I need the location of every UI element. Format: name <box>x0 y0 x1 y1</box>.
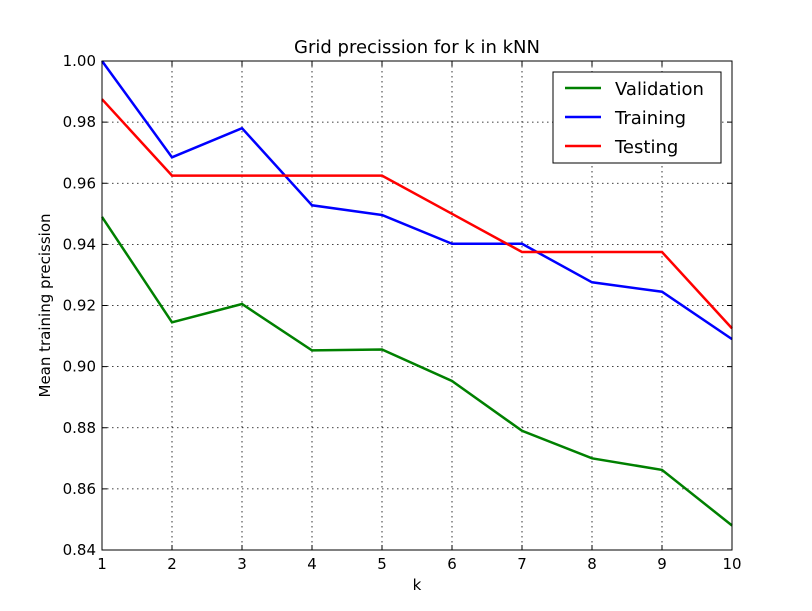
x-axis-label: k <box>413 576 422 594</box>
x-tick-label: 5 <box>377 555 387 573</box>
legend-label-testing: Testing <box>614 137 678 158</box>
series-line-validation <box>100 216 733 527</box>
tick-labels: 1 2 3 4 5 6 7 8 9 10 0.84 0.86 0.88 0.90 0.92 0.94 0.96 0… <box>63 52 742 573</box>
y-tick-label: 0.94 <box>63 235 96 253</box>
axis-ticks <box>101 60 733 551</box>
y-tick-label: 0.88 <box>63 419 96 437</box>
x-tick-label: 10 <box>722 555 741 573</box>
x-tick-label: 3 <box>237 555 247 573</box>
y-tick-label: 0.90 <box>63 358 96 376</box>
x-tick-label: 1 <box>97 555 107 573</box>
legend-label-training: Training <box>614 108 686 129</box>
y-tick-label: 0.98 <box>63 113 96 131</box>
series-line-training <box>100 60 733 341</box>
y-tick-label: 0.84 <box>63 541 96 559</box>
chart-title: Grid precission for k in kNN <box>294 37 540 58</box>
legend: Validation Training Testing <box>552 71 722 164</box>
x-tick-label: 4 <box>307 555 317 573</box>
y-tick-label: 1.00 <box>63 52 96 70</box>
legend-label-validation: Validation <box>615 79 704 100</box>
x-tick-label: 8 <box>587 555 597 573</box>
x-tick-label: 7 <box>517 555 527 573</box>
series-line-testing <box>101 98 733 330</box>
y-tick-label: 0.92 <box>63 297 96 315</box>
x-tick-label: 6 <box>447 555 457 573</box>
y-tick-label: 0.96 <box>63 174 96 192</box>
series-lines <box>100 60 733 527</box>
y-tick-label: 0.86 <box>63 480 96 498</box>
y-axis-label: Mean training precission <box>36 214 54 398</box>
x-tick-label: 9 <box>657 555 667 573</box>
x-tick-label: 2 <box>167 555 177 573</box>
